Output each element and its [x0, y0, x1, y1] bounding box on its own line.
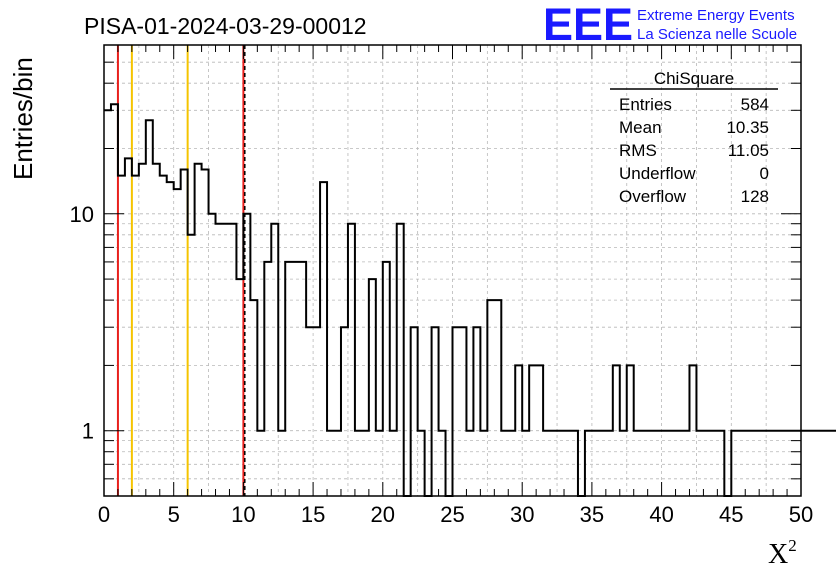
stats-box-title: ChiSquare: [654, 69, 734, 88]
stats-value-overflow: 128: [741, 187, 769, 206]
stats-box: ChiSquare Entries 584 Mean 10.35 RMS 11.…: [610, 69, 778, 206]
y-tick-label: 10: [70, 202, 94, 227]
histogram-line: [104, 103, 836, 497]
stats-value-mean: 10.35: [726, 118, 769, 137]
y-tick-label: 1: [82, 419, 94, 444]
x-tick-label: 40: [649, 502, 673, 527]
eee-logo: EEE: [543, 0, 633, 50]
x-tick-label: 5: [168, 502, 180, 527]
stats-value-underflow: 0: [760, 164, 769, 183]
x-tick-label: 35: [580, 502, 604, 527]
logo-subtitle-line2: La Scienza nelle Scuole: [637, 26, 797, 43]
plot-frame: [103, 44, 802, 497]
y-tick-labels: 1 10: [70, 202, 94, 444]
x-tick-label: 45: [719, 502, 743, 527]
x-tick-label: 50: [789, 502, 813, 527]
stats-label-mean: Mean: [619, 118, 662, 137]
stats-label-overflow: Overflow: [619, 187, 687, 206]
stats-label-entries: Entries: [619, 95, 672, 114]
stats-value-entries: 584: [741, 95, 769, 114]
run-title: PISA-01-2024-03-29-00012: [84, 13, 367, 39]
x-tick-labels: 0 5 10 15 20 25 30 35 40 45 50: [98, 502, 813, 527]
stats-label-rms: RMS: [619, 141, 657, 160]
x-tick-label: 30: [510, 502, 534, 527]
x-tick-label: 20: [371, 502, 395, 527]
stats-label-underflow: Underflow: [619, 164, 696, 183]
y-axis-label: Entries/bin: [8, 57, 38, 180]
x-tick-label: 25: [440, 502, 464, 527]
reference-lines: [116, 45, 246, 496]
logo-subtitle-line1: Extreme Energy Events: [637, 7, 795, 24]
stats-value-rms: 11.05: [728, 141, 769, 160]
x-tick-label: 0: [98, 502, 110, 527]
x-axis-label: X2: [768, 536, 797, 570]
x-tick-label: 10: [231, 502, 255, 527]
x-tick-label: 15: [301, 502, 325, 527]
